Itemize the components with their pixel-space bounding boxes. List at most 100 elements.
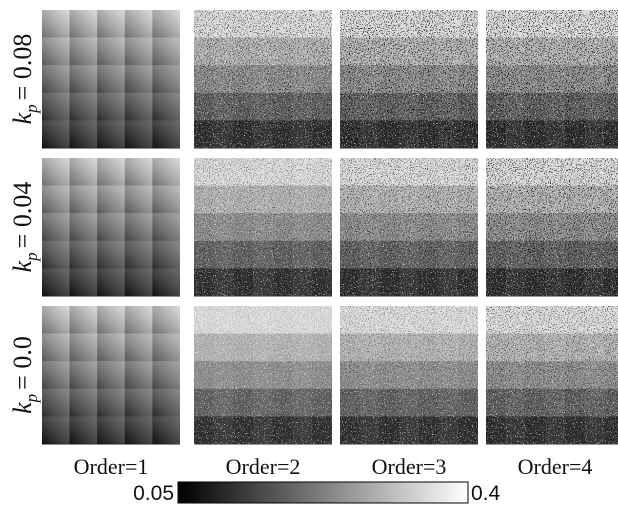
checker-cell	[97, 306, 125, 334]
checker-cell	[70, 186, 98, 214]
checker-cell	[70, 93, 98, 121]
checker-cell	[152, 65, 180, 93]
image-panel	[340, 306, 478, 445]
image-panel	[486, 10, 618, 149]
checker-cell	[97, 268, 125, 296]
checker-cell	[70, 389, 98, 417]
checker-cell	[125, 93, 153, 121]
noise-light	[340, 158, 478, 296]
column-label: Order=1	[74, 454, 149, 479]
row-label: kp = 0.04	[8, 182, 41, 273]
checker-cell	[152, 389, 180, 417]
checker-cell	[42, 241, 70, 269]
row-label: kp= 0.0	[8, 336, 41, 414]
checker-cell	[97, 93, 125, 121]
checker-cell	[152, 241, 180, 269]
colorbar-min-label: 0.05	[133, 482, 174, 505]
colorbar-max-label: 0.4	[471, 482, 501, 505]
checker-cell	[42, 361, 70, 389]
checker-cell	[42, 65, 70, 93]
row-value: = 0.04	[8, 182, 37, 249]
checker-cell	[42, 93, 70, 121]
checker-cell	[97, 158, 125, 186]
image-panel	[42, 158, 180, 297]
checker-cell	[125, 268, 153, 296]
noise-light	[486, 10, 618, 148]
checker-cell	[125, 213, 153, 241]
checker-cell	[42, 268, 70, 296]
noise-light	[486, 306, 618, 444]
checker-cell	[97, 389, 125, 417]
row-value: = 0.0	[8, 336, 37, 390]
image-panel	[486, 158, 618, 297]
checker-cell	[70, 213, 98, 241]
panel-grid	[42, 10, 618, 445]
image-panel	[194, 158, 332, 297]
checker-cell	[125, 416, 153, 444]
checker-cell	[125, 158, 153, 186]
checker-cell	[42, 213, 70, 241]
checker-cell	[125, 38, 153, 66]
checker-cell	[97, 361, 125, 389]
checker-cell	[152, 334, 180, 362]
checker-cell	[70, 158, 98, 186]
checker-cell	[42, 416, 70, 444]
row-subscript: p	[22, 104, 41, 114]
checker-cell	[125, 334, 153, 362]
checker-cell	[152, 10, 180, 38]
image-panel	[194, 306, 332, 445]
checker-cell	[70, 334, 98, 362]
checker-cell	[42, 306, 70, 334]
checker-cell	[125, 306, 153, 334]
checker-cell	[152, 186, 180, 214]
checker-cell	[70, 65, 98, 93]
checker-cell	[125, 186, 153, 214]
checker-cell	[125, 65, 153, 93]
image-panel	[486, 306, 618, 445]
figure: kp= 0.08kp= 0.04kp= 0.0Order=1Order=2Ord…	[0, 0, 618, 506]
checker-cell	[42, 38, 70, 66]
checker-cell	[125, 10, 153, 38]
colorbar	[178, 482, 468, 503]
checker-cell	[152, 416, 180, 444]
checker-cell	[152, 306, 180, 334]
row-label: kp= 0.08	[8, 34, 41, 125]
checker-cell	[97, 38, 125, 66]
noise-light	[194, 158, 332, 296]
checker-cell	[42, 120, 70, 148]
checker-cell	[70, 38, 98, 66]
checker-cell	[97, 65, 125, 93]
image-panel	[340, 10, 478, 149]
checker-cell	[125, 389, 153, 417]
checker-cell	[152, 361, 180, 389]
checker-cell	[42, 389, 70, 417]
checker-cell	[42, 186, 70, 214]
checker-cell	[97, 213, 125, 241]
checker-cell	[70, 306, 98, 334]
row-subscript: p	[22, 252, 41, 262]
image-panel	[42, 10, 180, 149]
checker-cell	[42, 10, 70, 38]
checker-cell	[152, 93, 180, 121]
column-label: Order=2	[226, 454, 301, 479]
checker-cell	[152, 213, 180, 241]
checker-cell	[97, 186, 125, 214]
checker-cell	[97, 120, 125, 148]
row-symbol: k	[8, 112, 37, 124]
noise-light	[486, 158, 618, 296]
noise-light	[194, 10, 332, 148]
checker-cell	[125, 120, 153, 148]
checker-cell	[70, 416, 98, 444]
noise-light	[194, 306, 332, 444]
checker-cell	[152, 268, 180, 296]
checker-cell	[97, 241, 125, 269]
checker-cell	[70, 10, 98, 38]
checker-cell	[42, 158, 70, 186]
column-label: Order=4	[518, 454, 593, 479]
checker-cell	[152, 158, 180, 186]
image-panel	[42, 306, 180, 445]
checker-cell	[70, 241, 98, 269]
image-panel	[340, 158, 478, 297]
row-symbol: k	[8, 260, 37, 272]
checker-cell	[97, 10, 125, 38]
